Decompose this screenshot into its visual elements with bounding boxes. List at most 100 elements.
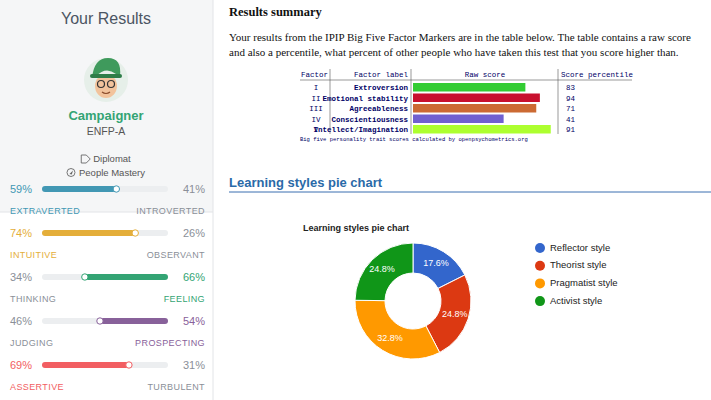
factor-number: II [311, 95, 320, 103]
trait-label: PROSPECTING [135, 338, 205, 348]
trait-fill [42, 362, 129, 368]
trait-percent: 59% [10, 183, 32, 195]
percentile: 91 [566, 126, 576, 134]
data-labels: 17.6% 24.8% 32.8% 24.8% [369, 258, 467, 343]
trait-fill [100, 318, 168, 324]
trait-fill [85, 274, 168, 280]
trait-row: 34% 66% THINKING FEELING [10, 271, 205, 304]
trait-track [42, 274, 85, 280]
chart-title: Learning styles pie chart [303, 223, 409, 233]
factor-label: Conscientiousness [331, 116, 408, 124]
table-header: Factor label [354, 71, 409, 79]
slice [355, 243, 413, 301]
raw-score-bar [413, 115, 504, 124]
type-code: ENFP-A [87, 125, 126, 137]
trait-percent: 66% [183, 271, 205, 283]
percentile: 94 [566, 95, 576, 103]
percentile: 83 [566, 84, 576, 92]
summary-title: Results summary [229, 5, 322, 19]
trait-label: INTROVERTED [136, 206, 205, 216]
trait-percent: 34% [10, 271, 32, 283]
data-label: 17.6% [423, 258, 449, 268]
trait-label: INTUITIVE [10, 250, 57, 260]
summary-text: Your results from the IPIP Big Five Fact… [229, 30, 707, 60]
avatar-bg [84, 58, 128, 102]
factor-label: Agreeableness [349, 105, 408, 113]
legend-entry: Pragmatist style [550, 277, 618, 288]
trait-row: 69% 31% ASSERTIVE TURBULENT [10, 359, 205, 392]
strategy: People Mastery [79, 167, 145, 178]
role-icon [81, 155, 90, 163]
raw-score-bar [413, 83, 525, 92]
profile-panel: Your Results Campaigner ENFP-A Diplomat Peop… [0, 0, 213, 400]
raw-score-bar [413, 104, 536, 113]
strategy-icon [67, 169, 75, 177]
factor-label: Extroversion [354, 84, 409, 92]
strategy-icon [69, 171, 73, 175]
trait-knob [132, 230, 138, 236]
factor-label: Intellect/Imagination [313, 126, 408, 134]
type-name: Campaigner [68, 108, 143, 123]
section-rule [229, 192, 711, 193]
trait-label: JUDGING [10, 338, 53, 348]
page: Your Results Campaigner ENFP-A Diplomat Peop… [0, 0, 711, 400]
table-rule [558, 69, 559, 134]
section-heading: Learning styles pie chart [229, 175, 383, 190]
trait-label: FEELING [164, 294, 205, 304]
slice [355, 300, 440, 359]
trait-label: EXTRAVERTED [10, 206, 80, 216]
legend: Reflector styleTheorist stylePragmatist … [535, 242, 618, 307]
trait-knob [82, 274, 88, 280]
trait-track [116, 186, 168, 192]
percentile: 71 [566, 105, 576, 113]
panel-heading: Your Results [61, 10, 151, 27]
factor-number: IV [311, 116, 321, 124]
table-header: Factor [301, 71, 328, 79]
panel-border [213, 0, 214, 400]
trait-fill [42, 186, 116, 192]
trait-percent: 69% [10, 359, 32, 371]
big-five-table: Factor Factor label Raw score Score percent… [300, 69, 633, 143]
trait-track [135, 230, 168, 236]
trait-row: 46% 54% JUDGING PROSPECTING [10, 315, 205, 348]
legend-swatch [535, 296, 545, 306]
trait-knob [113, 186, 119, 192]
role: Diplomat [93, 153, 131, 164]
table-caption: Big five personality trait scores calcul… [300, 136, 528, 143]
raw-score-bar [413, 125, 551, 134]
trait-label: TURBULENT [147, 382, 205, 392]
trait-percent: 41% [183, 183, 205, 195]
trait-track [129, 362, 168, 368]
legend-entry: Activist style [550, 295, 602, 306]
table-header: Raw score [465, 71, 506, 79]
trait-label: THINKING [10, 294, 56, 304]
data-label: 24.8% [369, 264, 395, 274]
trait-fill [42, 230, 135, 236]
table-rule [300, 80, 632, 81]
raw-score-bar [413, 94, 540, 103]
trait-percent: 31% [183, 359, 205, 371]
trait-row: 59% 41% EXTRAVERTED INTROVERTED [10, 183, 205, 216]
data-label: 24.8% [442, 309, 468, 319]
percentile: 41 [566, 116, 576, 124]
pie-chart: Learning styles pie chart 17.6% 24.8% 32.8%… [303, 223, 618, 359]
avatar-glasses [98, 81, 105, 88]
legend-swatch [535, 261, 545, 271]
factor-number: I [314, 84, 319, 92]
trait-percent: 26% [183, 227, 205, 239]
avatar-glasses [108, 81, 115, 88]
table-header: Score percentile [561, 71, 633, 79]
avatar-brim [90, 74, 122, 78]
trait-label: ASSERTIVE [10, 382, 64, 392]
avatar-mouth [102, 92, 110, 94]
trait-knob [126, 362, 132, 368]
trait-percent: 46% [10, 315, 32, 327]
trait-track [42, 318, 100, 324]
slices [355, 243, 471, 359]
table-rule [411, 69, 412, 134]
trait-percent: 74% [10, 227, 32, 239]
legend-swatch [535, 243, 545, 253]
trait-percent: 54% [183, 315, 205, 327]
data-label: 32.8% [377, 333, 403, 343]
trait-knob [97, 318, 103, 324]
